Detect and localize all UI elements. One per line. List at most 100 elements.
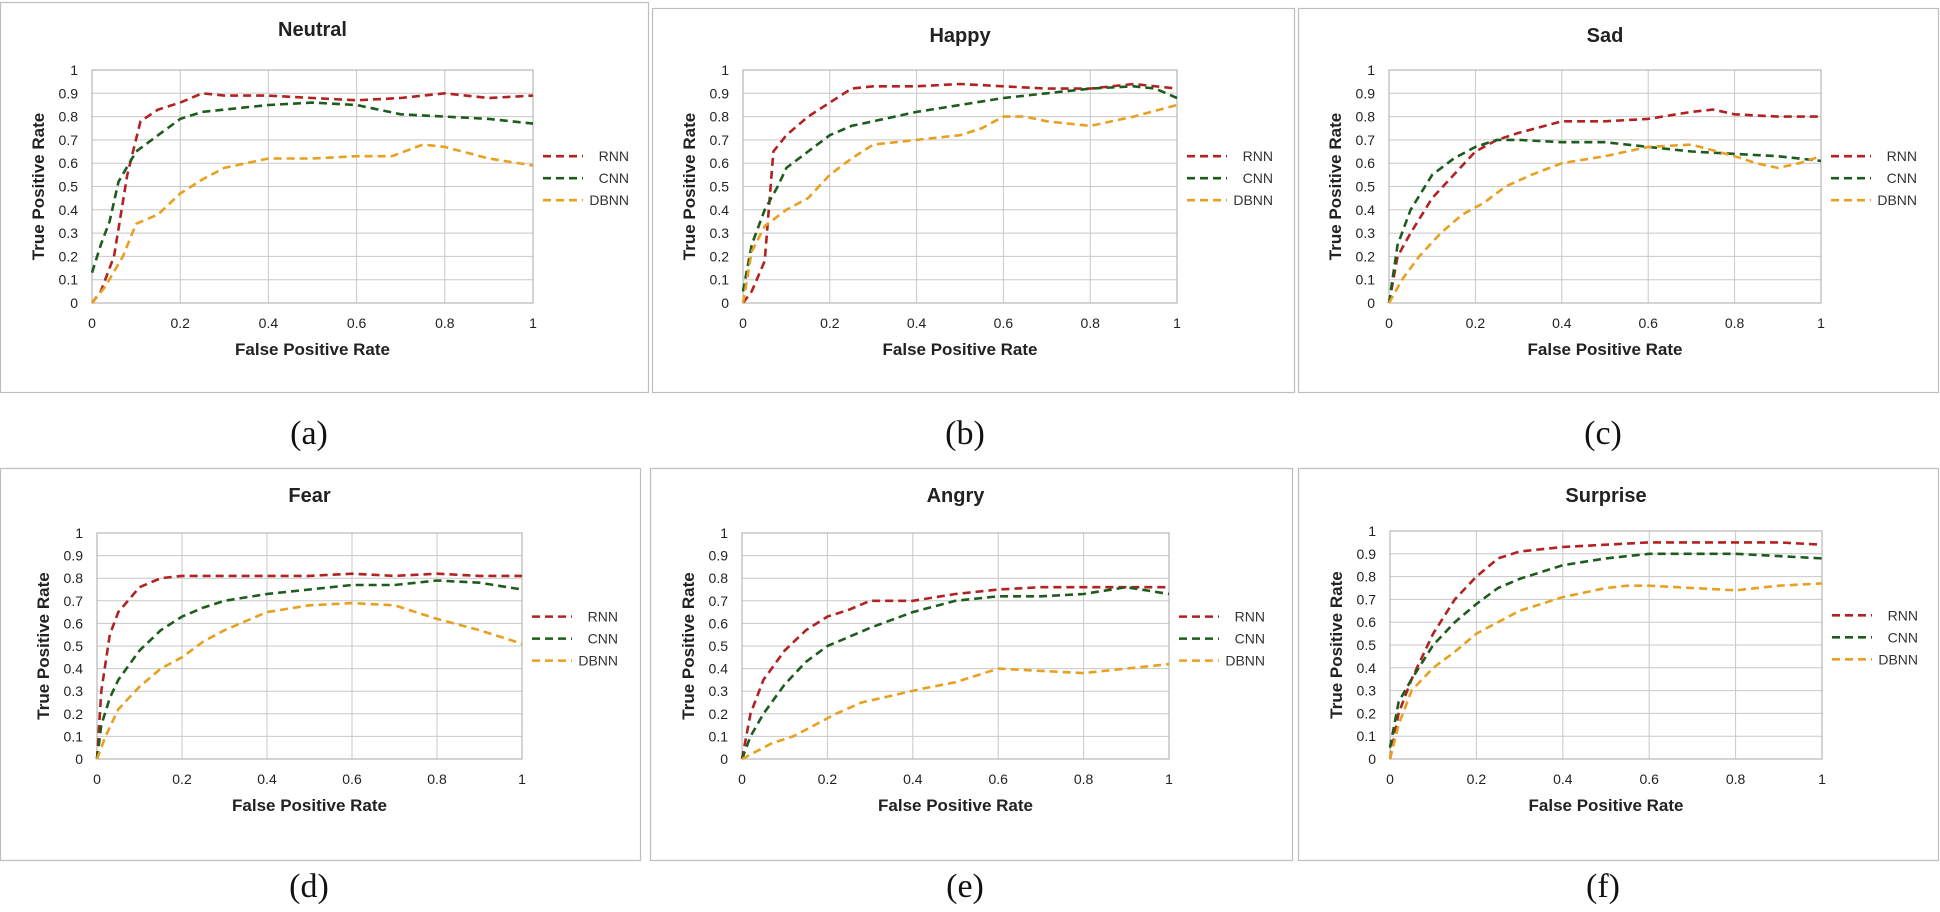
legend-label-cnn: CNN [588,631,618,647]
y-axis-label: True Positive Rate [34,572,53,719]
y-tick-label: 1 [1367,62,1375,78]
x-tick-label: 0.2 [170,315,190,331]
panel-frame [0,467,642,862]
y-tick-label: 0.7 [64,593,84,609]
x-tick-label: 0.2 [172,771,192,787]
figure-caption: (c) [1584,415,1622,452]
x-tick-label: 0.2 [818,771,838,787]
y-axis-label: True Positive Rate [680,113,699,260]
chart-panel-sad: 0 0.1 0.2 0.3 0.4 0.5 0.6 0.7 0.8 0.9 1 0 0.2 0.4 0.6 0… [1297,7,1940,452]
chart-panel-surprise: 0 0.1 0.2 0.3 0.4 0.5 0.6 0.7 0.8 0.9 1 0 0.2 0.4 0.6 0… [1297,467,1940,905]
x-axis-label: False Positive Rate [1528,340,1683,359]
x-tick-label: 0.4 [903,771,923,787]
chart-title: Happy [929,25,991,47]
x-tick-label: 0 [1385,315,1393,331]
x-tick-label: 0.8 [1074,771,1094,787]
x-axis-label: False Positive Rate [235,340,390,359]
y-tick-label: 0.8 [1356,109,1376,125]
y-tick-label: 1 [75,525,83,541]
legend-label-dbnn: DBNN [589,192,629,208]
x-tick-label: 1 [1173,315,1181,331]
y-tick-label: 1 [1368,523,1376,539]
chart-panel-fear: 0 0.1 0.2 0.3 0.4 0.5 0.6 0.7 0.8 0.9 1 0 0.2 0.4 0.6 0… [0,467,642,905]
x-tick-label: 0 [88,315,96,331]
x-tick-label: 1 [1818,771,1826,787]
y-tick-label: 0.5 [710,179,730,195]
y-tick-label: 0.4 [1356,202,1376,218]
y-tick-label: 0.9 [64,548,84,564]
y-tick-label: 0.1 [64,728,84,744]
x-tick-label: 0 [738,771,746,787]
legend-label-rnn: RNN [1888,607,1918,623]
y-tick-label: 0.5 [64,638,84,654]
plot-area [1388,69,1822,304]
legend-label-dbnn: DBNN [1233,192,1273,208]
y-tick-label: 0.8 [710,109,730,125]
legend-label-rnn: RNN [1235,609,1265,625]
y-tick-label: 0 [70,295,78,311]
y-tick-label: 0.7 [1356,132,1376,148]
y-tick-label: 0.5 [1356,179,1376,195]
legend-label-dbnn: DBNN [578,653,618,669]
legend-label-dbnn: DBNN [1877,192,1917,208]
legend-label-dbnn: DBNN [1878,651,1918,667]
y-tick-label: 0 [75,751,83,767]
y-tick-label: 0.5 [59,179,79,195]
x-tick-label: 0.6 [988,771,1008,787]
legend-label-rnn: RNN [1887,148,1917,164]
chart-panel-neutral: 0 0.1 0.2 0.3 0.4 0.5 0.6 0.7 0.8 0.9 1 0 0.2 0.4 0.6 0… [0,1,650,452]
y-tick-label: 0.1 [709,728,729,744]
chart-title: Surprise [1565,485,1646,507]
y-tick-label: 0.4 [64,661,84,677]
chart-title: Angry [927,485,986,507]
y-tick-label: 0.6 [710,155,730,171]
y-tick-label: 0.4 [709,661,729,677]
y-tick-label: 0.1 [59,272,79,288]
series-line-rnn [1387,108,1821,304]
legend-label-rnn: RNN [599,148,629,164]
figure-caption: (f) [1586,868,1620,905]
chart-title: Neutral [278,19,347,41]
series-line-rnn [90,92,534,304]
x-tick-label: 0.4 [259,315,279,331]
x-tick-label: 0.4 [1552,315,1572,331]
chart-title: Fear [288,485,330,507]
x-tick-label: 0.6 [347,315,367,331]
y-tick-label: 0.2 [59,248,79,264]
panel-frame [649,467,1294,862]
y-tick-label: 0.1 [1357,728,1377,744]
x-tick-label: 0 [93,771,101,787]
plot-area [741,532,1170,760]
series-line-dbnn [90,143,534,304]
series-line-cnn [1388,552,1823,748]
x-tick-label: 0.8 [1080,315,1100,331]
y-tick-label: 0.2 [710,248,730,264]
y-tick-label: 0.8 [709,570,729,586]
y-axis-label: True Positive Rate [679,572,698,719]
x-axis-label: False Positive Rate [878,796,1033,815]
y-tick-label: 0 [721,295,729,311]
y-tick-label: 0.9 [710,85,730,101]
y-tick-label: 0.6 [1356,155,1376,171]
legend-label-cnn: CNN [1243,170,1273,186]
plot-area [1389,530,1823,760]
figure-caption: (b) [945,415,985,452]
y-tick-label: 0.2 [1356,248,1376,264]
series-line-rnn [1388,541,1823,760]
y-tick-label: 0 [1367,295,1375,311]
y-axis-label: True Positive Rate [1327,571,1346,718]
y-tick-label: 0.5 [709,638,729,654]
y-tick-label: 0.4 [710,202,730,218]
y-tick-label: 0.4 [1357,660,1377,676]
y-tick-label: 0.8 [59,109,79,125]
series-line-cnn [1387,138,1822,304]
x-tick-label: 1 [1165,771,1173,787]
panel-frame [1297,467,1940,862]
x-tick-label: 0 [739,315,747,331]
y-tick-label: 0.2 [1357,705,1377,721]
y-tick-label: 1 [70,62,78,78]
series-line-cnn [95,579,523,760]
x-tick-label: 0.6 [342,771,362,787]
y-tick-label: 0.7 [709,593,729,609]
x-tick-label: 0.4 [257,771,277,787]
